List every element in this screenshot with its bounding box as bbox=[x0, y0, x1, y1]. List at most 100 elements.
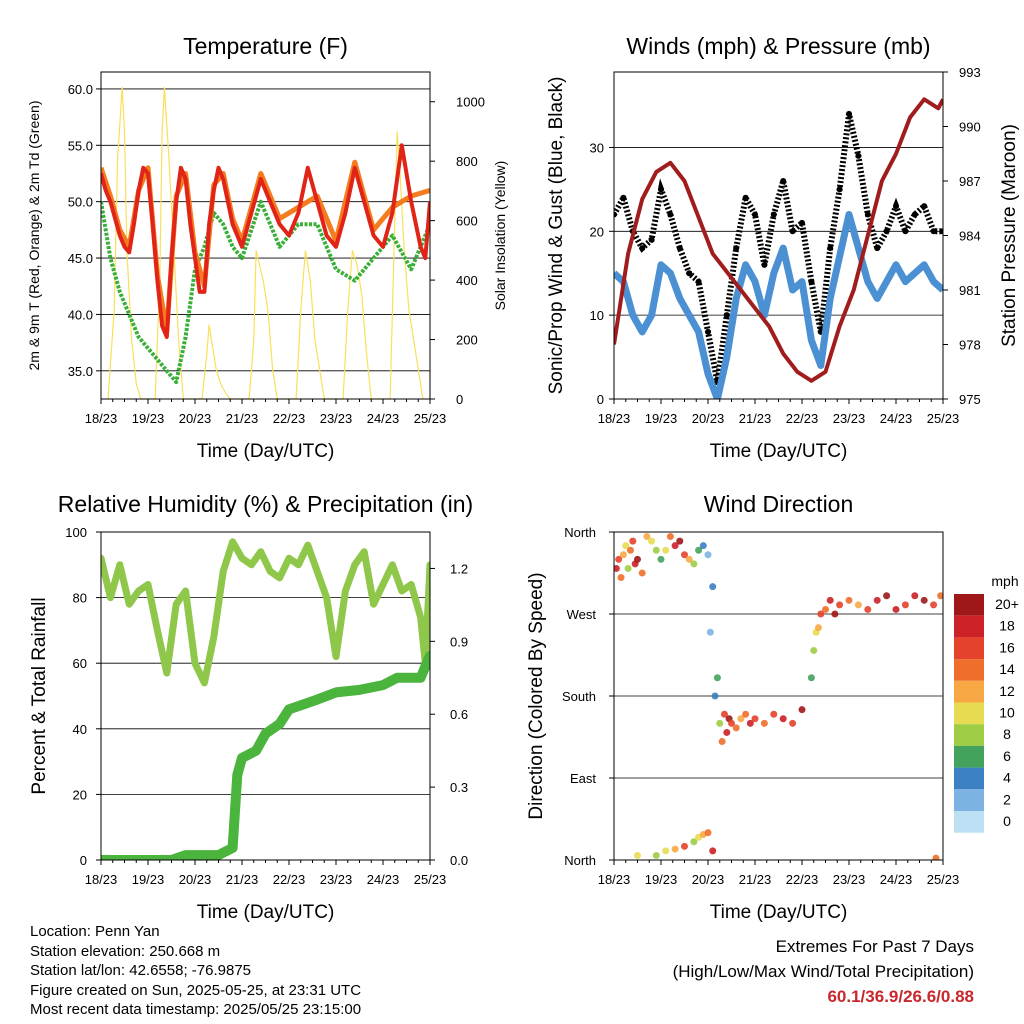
y2-tick-label: 987 bbox=[959, 174, 981, 189]
plot-border bbox=[613, 71, 944, 400]
plot-border bbox=[100, 531, 431, 861]
direction-point bbox=[617, 574, 625, 582]
x-tick-label: 18/23 bbox=[85, 411, 118, 426]
direction-point bbox=[746, 719, 754, 727]
extremes-subtitle: (High/Low/Max Wind/Total Precipitation) bbox=[672, 962, 974, 981]
direction-point bbox=[716, 719, 724, 727]
direction-point bbox=[751, 715, 759, 723]
direction-point bbox=[626, 546, 634, 554]
direction-point bbox=[789, 719, 797, 727]
legend-label: 18 bbox=[999, 618, 1015, 634]
direction-point bbox=[704, 829, 712, 837]
temp2m-line bbox=[101, 143, 430, 339]
direction-point bbox=[619, 551, 627, 559]
legend-swatch bbox=[954, 702, 984, 725]
legend-label: 8 bbox=[1003, 726, 1011, 742]
x-tick-label: 20/23 bbox=[179, 872, 212, 887]
y2-tick-label: 800 bbox=[456, 154, 478, 169]
x-tick-label: 24/23 bbox=[880, 411, 913, 426]
direction-point bbox=[718, 738, 726, 746]
rh-line bbox=[101, 538, 430, 687]
x-tick-label: 20/23 bbox=[179, 411, 212, 426]
direction-point bbox=[690, 838, 698, 846]
x-tick-label: 19/23 bbox=[132, 411, 165, 426]
y2-tick-label: 1000 bbox=[456, 95, 485, 110]
legend-label: 0 bbox=[1003, 813, 1011, 829]
x-tick-label: 18/23 bbox=[598, 411, 631, 426]
x-tick-label: 18/23 bbox=[85, 872, 118, 887]
direction-point bbox=[624, 564, 632, 572]
y2-tick-label: 981 bbox=[959, 283, 981, 298]
direction-point bbox=[779, 715, 787, 723]
legend-swatch bbox=[954, 637, 984, 660]
x-tick-label: 22/23 bbox=[273, 411, 306, 426]
direction-point bbox=[699, 542, 707, 550]
y2-axis-label: Solar Insolation (Yellow) bbox=[492, 161, 508, 311]
y-tick-label: 20 bbox=[73, 787, 87, 802]
gust-line bbox=[614, 113, 943, 383]
direction-point bbox=[614, 564, 620, 572]
direction-point bbox=[836, 601, 844, 609]
y-tick-label: 80 bbox=[73, 591, 87, 606]
direction-point bbox=[657, 555, 665, 563]
legend-swatch bbox=[954, 811, 984, 833]
x-axis-label: Time (Day/UTC) bbox=[197, 902, 335, 923]
direction-point bbox=[634, 851, 641, 859]
direction-point bbox=[666, 533, 674, 541]
solar-line bbox=[107, 86, 424, 399]
direction-point bbox=[807, 674, 815, 682]
y-tick-label: 35.0 bbox=[68, 364, 93, 379]
direction-point bbox=[723, 728, 731, 736]
y-tick-label: 30 bbox=[590, 140, 604, 155]
extremes-title: Extremes For Past 7 Days bbox=[775, 937, 974, 956]
y-tick-label: 55.0 bbox=[68, 138, 93, 153]
x-tick-label: 25/23 bbox=[927, 411, 960, 426]
x-tick-label: 20/23 bbox=[692, 411, 725, 426]
direction-point bbox=[732, 724, 740, 732]
x-tick-label: 19/23 bbox=[132, 872, 165, 887]
direction-point bbox=[901, 601, 909, 609]
direction-point bbox=[883, 592, 891, 600]
direction-point bbox=[770, 710, 778, 718]
direction-point bbox=[648, 537, 656, 545]
x-axis-label: Time (Day/UTC) bbox=[710, 441, 848, 462]
x-tick-label: 22/23 bbox=[786, 872, 819, 887]
y2-tick-label: 978 bbox=[959, 338, 981, 353]
direction-point bbox=[685, 555, 693, 563]
direction-point bbox=[826, 596, 834, 604]
direction-point bbox=[737, 715, 745, 723]
direction-point bbox=[615, 555, 623, 563]
pressure-line bbox=[614, 97, 943, 383]
y-tick-label: South bbox=[562, 689, 596, 704]
latlon-text: Station lat/lon: 42.6558; -76.9875 bbox=[30, 962, 252, 979]
y-tick-label: 0 bbox=[597, 392, 604, 407]
legend-label: 10 bbox=[999, 705, 1015, 721]
direction-point bbox=[814, 624, 822, 632]
direction-point bbox=[652, 546, 660, 554]
direction-point bbox=[831, 610, 839, 618]
y2-tick-label: 984 bbox=[959, 229, 981, 244]
plot-border bbox=[100, 71, 431, 400]
legend-label: 2 bbox=[1003, 791, 1011, 807]
x-tick-label: 22/23 bbox=[273, 872, 306, 887]
rh-series bbox=[101, 538, 430, 860]
y2-tick-label: 200 bbox=[456, 333, 478, 348]
x-tick-label: 25/23 bbox=[414, 411, 447, 426]
extremes-values: 60.1/36.9/26.6/0.88 bbox=[827, 987, 974, 1006]
legend-label: 12 bbox=[999, 683, 1015, 699]
direction-point bbox=[854, 601, 862, 609]
chart-title: Temperature (F) bbox=[183, 33, 348, 59]
legend-label: 4 bbox=[1003, 770, 1011, 786]
direction-point bbox=[709, 583, 717, 591]
extremes-box: Extremes For Past 7 Days (High/Low/Max W… bbox=[673, 934, 974, 1009]
direction-point bbox=[652, 851, 660, 859]
direction-point bbox=[728, 719, 735, 727]
y2-tick-label: 0.9 bbox=[450, 634, 468, 649]
direction-point bbox=[911, 592, 919, 600]
x-tick-label: 23/23 bbox=[833, 872, 866, 887]
legend-swatch bbox=[954, 724, 984, 746]
legend-label: 16 bbox=[999, 639, 1015, 655]
y2-tick-label: 975 bbox=[959, 392, 981, 407]
x-tick-label: 20/23 bbox=[692, 872, 725, 887]
